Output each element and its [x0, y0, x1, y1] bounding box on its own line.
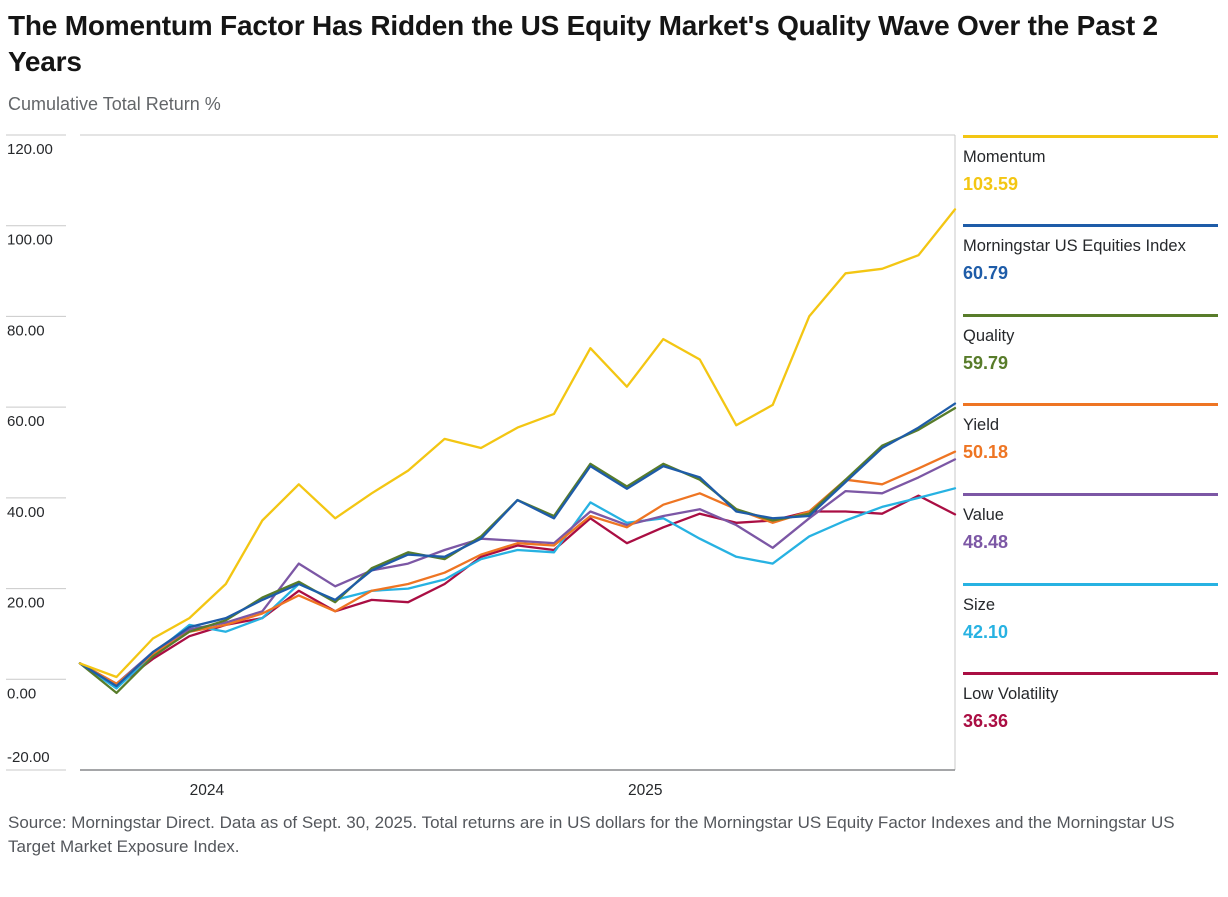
- chart-subtitle: Cumulative Total Return %: [8, 93, 221, 114]
- legend-series-value: 103.59: [963, 173, 1019, 194]
- legend-entry-low-volatility: Low Volatility 36.36: [963, 672, 1218, 762]
- x-tick-label-2025: 2025: [628, 782, 662, 797]
- legend-series-name: Value: [963, 506, 1004, 525]
- y-tick-label: 80.00: [7, 322, 45, 339]
- legend-series-value: 36.36: [963, 711, 1009, 732]
- series-line-momentum: [78, 207, 957, 678]
- y-tick-label: 120.00: [7, 141, 53, 158]
- y-tick-label: 60.00: [7, 413, 45, 430]
- legend-series-name: Quality: [963, 326, 1015, 345]
- source-note: Source: Morningstar Direct. Data as of S…: [8, 812, 1175, 857]
- legend-series-name: Morningstar US Equities Index: [963, 237, 1186, 256]
- series-line-morningstar-us-equities-index: [78, 402, 957, 687]
- legend-series-value: 59.79: [963, 352, 1009, 373]
- legend-series-name: Low Volatility: [963, 685, 1059, 704]
- series-line-low-volatility: [78, 494, 957, 687]
- line-chart: 120.00 100.00 80.00 60.00 40.00 20.00 0.00 -20.…: [6, 134, 957, 797]
- series-line-yield: [78, 450, 957, 685]
- x-tick-label-2024: 2024: [190, 782, 225, 797]
- legend-entry-quality: Quality 59.79: [963, 313, 1218, 404]
- y-tick-label: 20.00: [7, 594, 45, 611]
- legend-entry-morningstar-us-equities-index: Morningstar US Equities Index 60.79: [963, 224, 1218, 314]
- legend-series-value: 48.48: [963, 532, 1009, 553]
- series-line-value: [78, 457, 957, 685]
- page: The Momentum Factor Has Ridden the US Eq…: [0, 8, 1228, 860]
- chart-title: The Momentum Factor Has Ridden the US Eq…: [8, 10, 1158, 77]
- series-line-size: [78, 486, 957, 690]
- legend-series-name: Size: [963, 595, 996, 614]
- chart-area: 120.00 100.00 80.00 60.00 40.00 20.00 0.00 -20.…: [0, 125, 1228, 797]
- legend-series-name: Yield: [963, 416, 1000, 435]
- legend-entry-momentum: Momentum 103.59: [963, 134, 1218, 225]
- y-tick-label: -20.00: [7, 749, 50, 766]
- y-tick-label: 0.00: [7, 685, 36, 702]
- y-tick-label: 40.00: [7, 504, 45, 521]
- legend-series-value: 42.10: [963, 621, 1009, 642]
- legend: Momentum 103.59 Morningstar US Equities …: [963, 134, 1218, 762]
- legend-entry-size: Size 42.10: [963, 582, 1218, 673]
- legend-series-name: Momentum: [963, 147, 1046, 166]
- legend-entry-value: Value 48.48: [963, 493, 1218, 583]
- legend-entry-yield: Yield 50.18: [963, 403, 1218, 493]
- legend-series-value: 60.79: [963, 263, 1009, 284]
- legend-series-value: 50.18: [963, 442, 1009, 463]
- y-tick-label: 100.00: [7, 231, 53, 248]
